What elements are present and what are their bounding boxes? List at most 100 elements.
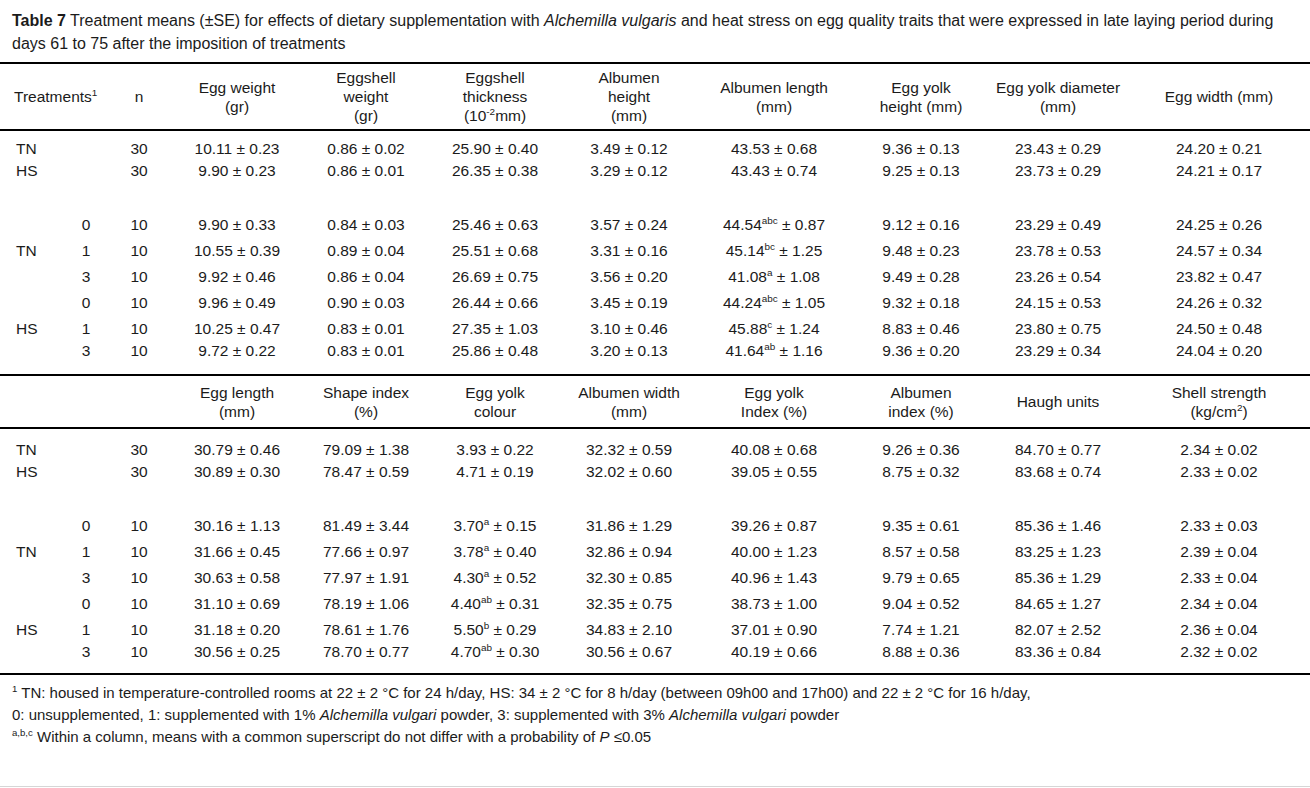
- n-cell: 30: [110, 459, 168, 485]
- header-eggshell-thickness: Eggshell thickness (10-2mm): [426, 63, 564, 130]
- header-albumen-height: Albumen height (mm): [564, 63, 694, 130]
- spacer-row: [0, 184, 1310, 212]
- value-cell: 31.86 ± 1.29: [564, 513, 694, 539]
- value-cell: 40.08 ± 0.68: [694, 428, 854, 459]
- value-cell: 23.78 ± 0.53: [988, 238, 1128, 264]
- value-cell: 3.49 ± 0.12: [564, 130, 694, 158]
- detail-row: 0109.90 ± 0.330.84 ± 0.0325.46 ± 0.633.5…: [0, 212, 1310, 238]
- supplement-level-cell: [62, 428, 110, 459]
- value-cell: 3.93 ± 0.22: [426, 428, 564, 459]
- value-cell: 31.18 ± 0.20: [168, 617, 306, 643]
- value-cell: 26.35 ± 0.38: [426, 158, 564, 184]
- value-cell: 0.86 ± 0.01: [306, 158, 426, 184]
- header-blank: [0, 376, 168, 428]
- supplement-level-cell: 0: [62, 591, 110, 617]
- value-cell: 24.50 ± 0.48: [1128, 316, 1310, 342]
- supplement-level-cell: 0: [62, 513, 110, 539]
- value-cell: 78.61 ± 1.76: [306, 617, 426, 643]
- value-cell: 78.47 ± 0.59: [306, 459, 426, 485]
- summary-row: HS309.90 ± 0.230.86 ± 0.0126.35 ± 0.383.…: [0, 158, 1310, 184]
- value-cell: 83.25 ± 1.23: [988, 539, 1128, 565]
- value-cell: 0.84 ± 0.03: [306, 212, 426, 238]
- value-cell: 30.89 ± 0.30: [168, 459, 306, 485]
- value-cell: 23.29 ± 0.49: [988, 212, 1128, 238]
- detail-row: 31030.56 ± 0.2578.70 ± 0.774.70ab ± 0.30…: [0, 643, 1310, 674]
- treatment-cell: [0, 591, 62, 617]
- header-shape-index: Shape index (%): [306, 376, 426, 428]
- value-cell: 25.51 ± 0.68: [426, 238, 564, 264]
- value-cell: 9.32 ± 0.18: [854, 290, 988, 316]
- supplement-level-cell: 1: [62, 539, 110, 565]
- header-albumen-length: Albumen length (mm): [694, 63, 854, 130]
- value-cell: 9.04 ± 0.52: [854, 591, 988, 617]
- value-cell: 38.73 ± 1.00: [694, 591, 854, 617]
- treatment-cell: TN: [0, 238, 62, 264]
- value-cell: 4.40ab ± 0.31: [426, 591, 564, 617]
- n-cell: 10: [110, 643, 168, 674]
- table-top-header: Treatments1 n Egg weight (gr) Eggshell w…: [0, 63, 1310, 130]
- value-cell: 24.57 ± 0.34: [1128, 238, 1310, 264]
- supplement-level-cell: 0: [62, 212, 110, 238]
- value-cell: 3.70a ± 0.15: [426, 513, 564, 539]
- treatment-cell: TN: [0, 428, 62, 459]
- treatment-cell: TN: [0, 539, 62, 565]
- header-n: n: [110, 63, 168, 130]
- value-cell: 9.92 ± 0.46: [168, 264, 306, 290]
- n-cell: 30: [110, 158, 168, 184]
- supplement-level-cell: 3: [62, 342, 110, 375]
- header-egg-yolk-index: Egg yolk Index (%): [694, 376, 854, 428]
- value-cell: 32.02 ± 0.60: [564, 459, 694, 485]
- n-cell: 10: [110, 591, 168, 617]
- value-cell: 3.57 ± 0.24: [564, 212, 694, 238]
- n-cell: 10: [110, 212, 168, 238]
- value-cell: 9.12 ± 0.16: [854, 212, 988, 238]
- value-cell: 0.83 ± 0.01: [306, 316, 426, 342]
- value-cell: 9.35 ± 0.61: [854, 513, 988, 539]
- value-cell: 3.45 ± 0.19: [564, 290, 694, 316]
- treatment-cell: [0, 513, 62, 539]
- value-cell: 24.04 ± 0.20: [1128, 342, 1310, 375]
- value-cell: 39.05 ± 0.55: [694, 459, 854, 485]
- value-cell: 2.33 ± 0.04: [1128, 565, 1310, 591]
- value-cell: 23.43 ± 0.29: [988, 130, 1128, 158]
- detail-row: 31030.63 ± 0.5877.97 ± 1.914.30a ± 0.523…: [0, 565, 1310, 591]
- value-cell: 8.75 ± 0.32: [854, 459, 988, 485]
- n-cell: 10: [110, 513, 168, 539]
- value-cell: 43.43 ± 0.74: [694, 158, 854, 184]
- n-cell: 10: [110, 238, 168, 264]
- supplement-level-cell: [62, 130, 110, 158]
- value-cell: 10.25 ± 0.47: [168, 316, 306, 342]
- value-cell: 8.57 ± 0.58: [854, 539, 988, 565]
- supplement-level-cell: 0: [62, 290, 110, 316]
- detail-row: 0109.96 ± 0.490.90 ± 0.0326.44 ± 0.663.4…: [0, 290, 1310, 316]
- value-cell: 77.66 ± 0.97: [306, 539, 426, 565]
- table-caption: Table 7 Treatment means (±SE) for effect…: [0, 0, 1310, 55]
- value-cell: 2.32 ± 0.02: [1128, 643, 1310, 674]
- value-cell: 30.56 ± 0.67: [564, 643, 694, 674]
- value-cell: 24.26 ± 0.32: [1128, 290, 1310, 316]
- value-cell: 23.29 ± 0.34: [988, 342, 1128, 375]
- n-cell: 10: [110, 565, 168, 591]
- summary-row: TN3010.11 ± 0.230.86 ± 0.0225.90 ± 0.403…: [0, 130, 1310, 158]
- supplement-level-cell: 3: [62, 264, 110, 290]
- value-cell: 9.90 ± 0.23: [168, 158, 306, 184]
- value-cell: 9.36 ± 0.13: [854, 130, 988, 158]
- value-cell: 32.35 ± 0.75: [564, 591, 694, 617]
- value-cell: 32.32 ± 0.59: [564, 428, 694, 459]
- value-cell: 4.70ab ± 0.30: [426, 643, 564, 674]
- spacer-row: [0, 485, 1310, 513]
- value-cell: 2.33 ± 0.03: [1128, 513, 1310, 539]
- value-cell: 37.01 ± 0.90: [694, 617, 854, 643]
- value-cell: 9.79 ± 0.65: [854, 565, 988, 591]
- value-cell: 31.66 ± 0.45: [168, 539, 306, 565]
- value-cell: 24.21 ± 0.17: [1128, 158, 1310, 184]
- detail-row: HS11031.18 ± 0.2078.61 ± 1.765.50b ± 0.2…: [0, 617, 1310, 643]
- header-egg-yolk-diameter: Egg yolk diameter (mm): [988, 63, 1128, 130]
- value-cell: 3.29 ± 0.12: [564, 158, 694, 184]
- value-cell: 34.83 ± 2.10: [564, 617, 694, 643]
- header-albumen-index: Albumen index (%): [854, 376, 988, 428]
- value-cell: 43.53 ± 0.68: [694, 130, 854, 158]
- n-cell: 10: [110, 617, 168, 643]
- supplement-level-cell: 3: [62, 643, 110, 674]
- value-cell: 24.20 ± 0.21: [1128, 130, 1310, 158]
